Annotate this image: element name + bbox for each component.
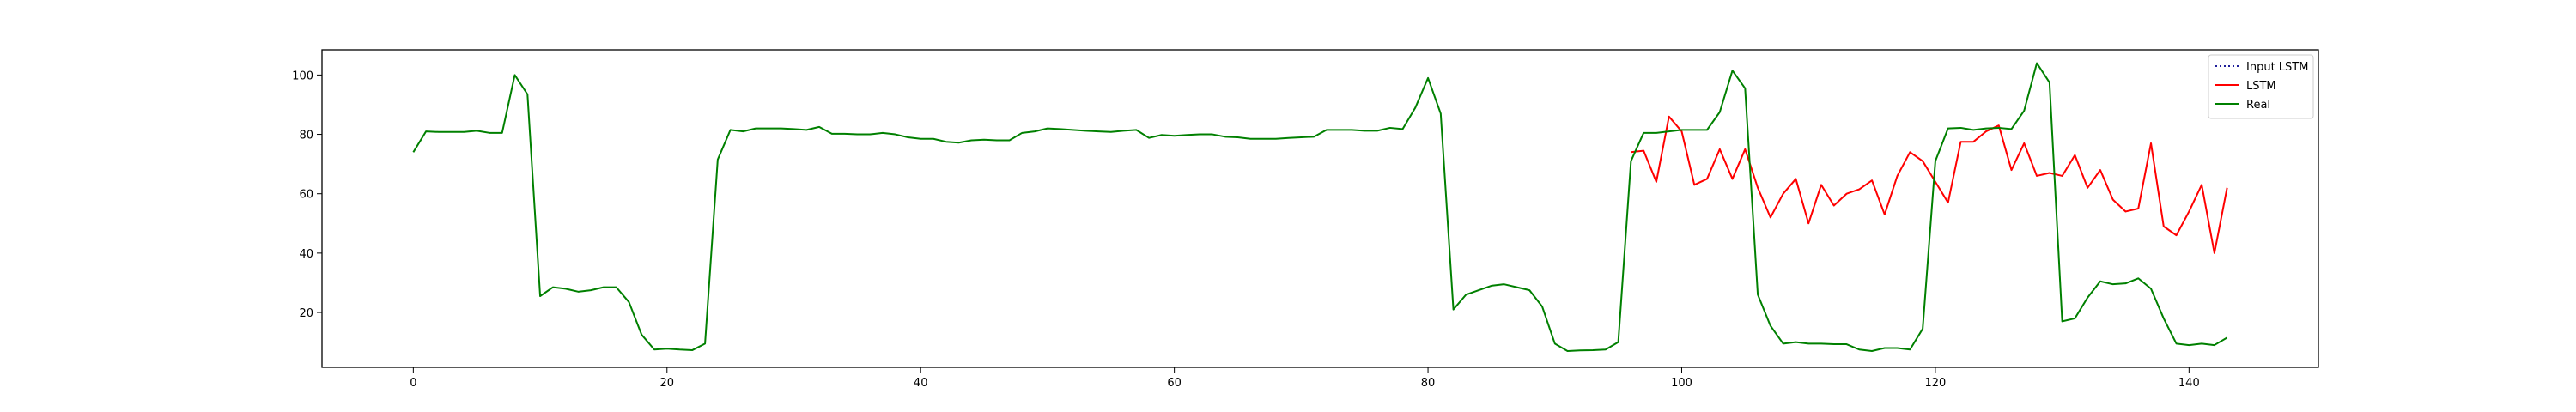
y-tick-label: 20 xyxy=(299,307,313,320)
x-tick-label: 100 xyxy=(1671,377,1692,390)
legend-box xyxy=(2208,54,2314,119)
x-tick-label: 0 xyxy=(410,377,416,390)
series-line-2 xyxy=(412,62,2228,352)
y-tick-label: 60 xyxy=(299,189,313,202)
x-tick-label: 140 xyxy=(2178,377,2200,390)
plot-frame xyxy=(321,49,2319,368)
y-tick-label: 40 xyxy=(299,248,313,261)
y-axis: 20 40 60 80 100 xyxy=(292,70,322,320)
legend-label-0: Input LSTM xyxy=(2246,61,2308,74)
x-tick-label: 80 xyxy=(1421,377,1436,390)
legend-label-1: LSTM xyxy=(2246,80,2276,93)
x-axis: 0 20 40 60 80 100 120 140 xyxy=(410,367,2200,390)
x-tick-label: 60 xyxy=(1167,377,1182,390)
legend-label-2: Real xyxy=(2246,99,2270,112)
x-tick-label: 40 xyxy=(914,377,928,390)
plot-area xyxy=(322,50,2318,367)
legend: Input LSTM LSTM Real xyxy=(2208,54,2314,119)
x-tick-label: 20 xyxy=(660,377,675,390)
series-layer xyxy=(412,62,2228,352)
series-line-1 xyxy=(1631,115,2228,254)
x-tick-label: 120 xyxy=(1924,377,1946,390)
y-tick-label: 100 xyxy=(292,70,313,82)
y-tick-label: 80 xyxy=(299,130,313,142)
